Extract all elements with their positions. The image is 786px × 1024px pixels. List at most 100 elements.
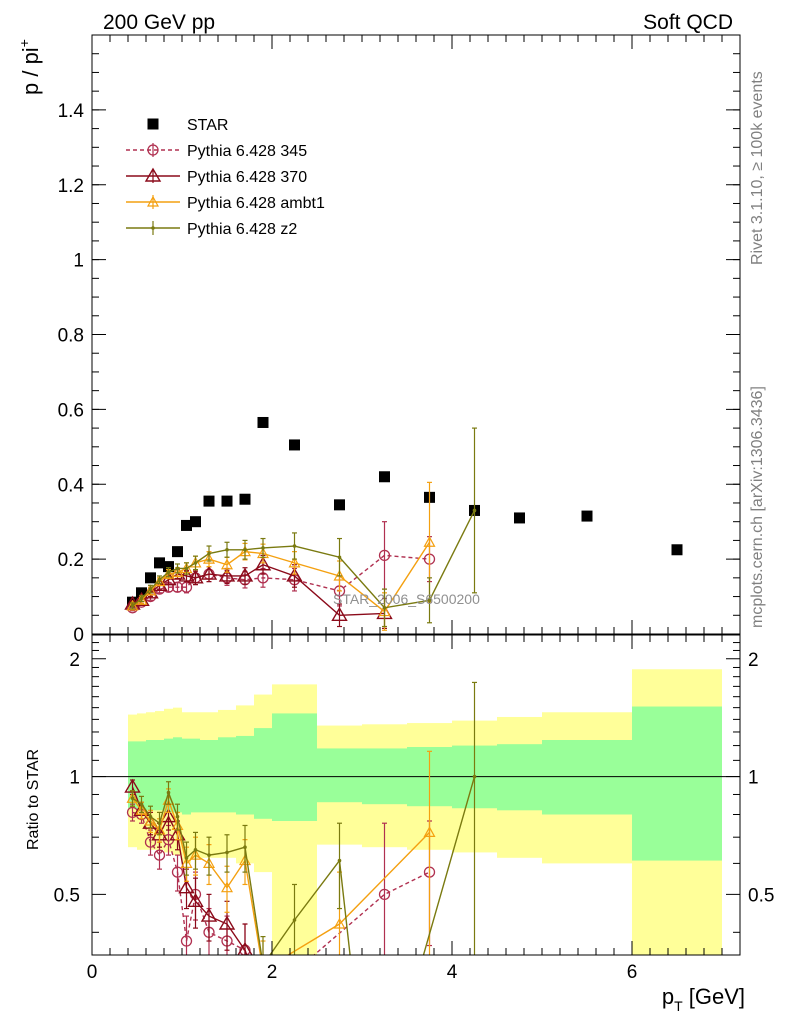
ratio-inner-band-2: [146, 740, 155, 811]
ratio-errbar-ambt1-9: [224, 865, 230, 913]
ratio-uncertainty-bands: [92, 669, 740, 955]
main-point-star-19: [671, 544, 683, 556]
legend: STAR Pythia 6.428 345 Pythia 6.428 370 Pyth…: [126, 117, 325, 238]
ratio-errbar-z2-16: [472, 681, 477, 955]
legend-label-p345: Pythia 6.428 345: [187, 143, 307, 160]
main-point-z2-8: [207, 551, 211, 556]
x-tick-label-2: 4: [447, 962, 458, 983]
x-axis-label: pT [GeV]: [662, 984, 745, 1014]
ratio-inner-band-1: [137, 741, 146, 811]
legend-label-z2: Pythia 6.428 z2: [187, 221, 297, 238]
main-point-ambt1-0: [126, 599, 139, 611]
ratio-inner-band-4: [164, 738, 173, 813]
main-y-axis-label-sup: +: [16, 39, 32, 47]
ratio-point-p370-8: [200, 907, 218, 922]
ratio-point-p345-11: [258, 994, 268, 1004]
main-point-p370-12: [286, 567, 303, 582]
ratio-series-z2: [130, 681, 477, 955]
ratio-point-z2-0: [130, 796, 135, 801]
main-point-z2-3: [157, 577, 162, 582]
main-point-z2-11: [261, 546, 265, 550]
ratio-inner-band-3: [155, 740, 164, 811]
main-ytick-label-4: 0.8: [58, 326, 84, 347]
main-series-z2: [130, 427, 477, 628]
main-point-star-9: [221, 495, 233, 507]
main-ytick-label-6: 1.2: [58, 176, 84, 197]
legend-marker-z2: [151, 226, 155, 230]
legend-entry-p370: Pythia 6.428 370: [126, 167, 307, 186]
main-point-p370-9: [218, 567, 236, 582]
main-point-star-7: [190, 516, 201, 528]
ratio-point-p345-12: [378, 888, 391, 901]
ratio-point-p345-5: [171, 866, 184, 878]
main-point-ambt1-9: [220, 558, 234, 570]
ratio-errbar-z2-13: [337, 822, 342, 910]
ratio-errbar-z2-11: [260, 936, 266, 955]
ratio-line-p345: [132, 811, 430, 955]
x-tick-label-0: 0: [87, 962, 98, 983]
ratio-inner-band-18: [542, 740, 632, 815]
ratio-errbar-p345-12: [382, 822, 387, 955]
ratio-errbar-p345-5: [175, 854, 180, 892]
main-point-p370-7: [187, 569, 204, 584]
main-point-ambt1-12: [288, 556, 301, 568]
ratio-point-ambt1-1: [135, 804, 148, 815]
main-point-star-11: [257, 416, 269, 428]
ratio-point-p370-6: [178, 879, 195, 894]
main-point-z2-1: [139, 596, 144, 601]
main-point-z2-12: [292, 544, 297, 548]
legend-marker-p345: [147, 144, 159, 156]
legend-marker-star: [147, 118, 159, 130]
main-y-axis-label: p / pi+: [16, 39, 43, 95]
legend-label-ambt1: Pythia 6.428 ambt1: [187, 195, 325, 212]
main-ytick-label-1: 0.2: [58, 550, 84, 571]
main-point-z2-7: [193, 561, 198, 565]
ratio-errbar-p345-11: [261, 970, 266, 1024]
ratio-point-z2-1: [139, 802, 144, 806]
ratio-point-z2-13: [337, 858, 342, 863]
main-point-star-4: [163, 561, 174, 573]
analysis-watermark: STAR_2006_S6500200: [333, 591, 480, 607]
legend-entry-ambt1: Pythia 6.428 ambt1: [126, 195, 325, 212]
ratio-y-axis-label: Ratio to STAR: [25, 749, 42, 850]
ratio-point-z2-12: [292, 918, 297, 922]
main-ytick-label-7: 1.4: [58, 101, 85, 122]
legend-marker-p370: [144, 167, 162, 182]
ratio-ytick-label-right-1: 1: [748, 768, 759, 789]
main-y-axis: 0 0.2 0.4 0.6 0.8 1 1.2 1.4: [58, 34, 740, 646]
ratio-inner-band-5: [173, 737, 182, 813]
ratio-point-p370-10: [237, 941, 253, 955]
ratio-ytick-label-left-1: 1: [69, 768, 80, 789]
main-point-z2-16: [472, 508, 477, 513]
ratio-errbar-p370-7: [193, 877, 198, 929]
main-point-star-5: [172, 546, 183, 558]
main-point-z2-4: [166, 570, 171, 575]
main-point-z2-0: [130, 604, 135, 608]
main-point-star-8: [203, 495, 215, 507]
x-tick-label-1: 2: [267, 962, 278, 983]
x-tick-label-3: 6: [627, 962, 638, 983]
legend-entry-star: STAR: [147, 117, 228, 134]
ratio-ytick-label-right-0: 0.5: [748, 885, 774, 906]
main-point-z2-9: [225, 547, 229, 552]
main-point-p370-13: [331, 606, 348, 621]
ratio-inner-band-13: [317, 748, 362, 803]
ratio-errbar-p345-6: [184, 915, 189, 955]
legend-entry-p345: Pythia 6.428 345: [126, 143, 307, 160]
main-point-star-13: [334, 499, 345, 511]
main-point-z2-13: [337, 555, 342, 560]
main-point-star-3: [154, 557, 165, 569]
ratio-ytick-label-left-2: 2: [69, 650, 80, 671]
header-right-label: Soft QCD: [643, 11, 733, 34]
ratio-ytick-label-left-0: 0.5: [54, 885, 80, 906]
ratio-point-p345-2: [144, 836, 157, 848]
ratio-inner-band-0: [128, 741, 137, 809]
ratio-point-z2-6: [184, 856, 189, 860]
main-point-star-10: [239, 493, 251, 505]
main-point-ambt1-5: [171, 565, 184, 577]
main-point-star-2: [145, 572, 156, 584]
ratio-point-ambt1-12: [333, 917, 346, 929]
main-point-p370-10: [236, 567, 254, 582]
header-left-label: 200 GeV pp: [103, 11, 215, 34]
main-point-z2-15: [427, 598, 432, 603]
